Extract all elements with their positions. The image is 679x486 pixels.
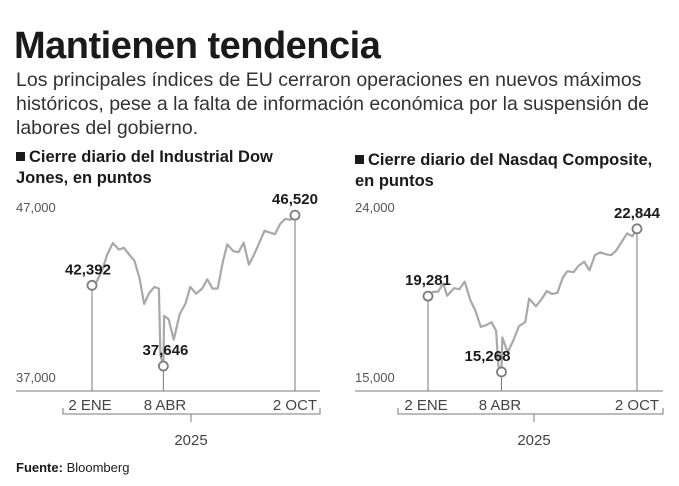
dow-year-label: 2025: [174, 432, 207, 449]
dow-x-tick-label: 2 OCT: [273, 397, 317, 414]
nasdaq-annotation-label: 22,844: [614, 205, 661, 222]
nasdaq-year-bracket: [397, 408, 664, 422]
dow-annotation-marker: [86, 279, 98, 291]
dow-series-line: [91, 214, 296, 368]
dow-y-tick-bottom: 37,000: [16, 370, 56, 385]
dow-annotation-marker: [157, 360, 169, 372]
nasdaq-x-tick-label: 8 ABR: [479, 397, 522, 414]
nasdaq-annotation-marker: [496, 366, 507, 378]
nasdaq-annotation-marker: [422, 290, 434, 302]
dow-x-tick-label: 8 ABR: [144, 397, 187, 414]
square-bullet-icon: [16, 152, 25, 161]
nasdaq-chart-title: Cierre diario del Nasdaq Composite, en p…: [355, 150, 675, 192]
nasdaq-annotation-marker: [631, 223, 643, 235]
nasdaq-x-tick-label: 2 OCT: [615, 397, 659, 414]
dow-chart-title-text: Cierre diario del Industrial Dow Jones, …: [16, 148, 273, 187]
page-subtitle: Los principales índices de EU cerraron o…: [16, 69, 650, 139]
nasdaq-chart-title-text: Cierre diario del Nasdaq Composite, en p…: [355, 151, 653, 190]
nasdaq-annotation-label: 19,281: [405, 272, 451, 289]
nasdaq-y-tick-bottom: 15,000: [355, 370, 395, 385]
dow-annotation-label: 37,646: [142, 342, 188, 359]
dow-annotation-label: 46,520: [272, 191, 318, 208]
dow-x-tick-label: 2 ENE: [68, 397, 111, 414]
dow-y-tick-top: 47,000: [16, 200, 56, 215]
nasdaq-y-tick-top: 24,000: [355, 200, 395, 215]
nasdaq-year-label: 2025: [517, 432, 550, 449]
nasdaq-annotation-label: 15,268: [465, 348, 511, 365]
dow-chart-title: Cierre diario del Industrial Dow Jones, …: [16, 147, 316, 189]
nasdaq-x-tick-label: 2 ENE: [404, 397, 447, 414]
nasdaq-series-line: [427, 228, 638, 373]
source-value: Bloomberg: [66, 460, 130, 475]
dow-annotation-marker: [289, 209, 301, 221]
dow-annotation-label: 42,392: [65, 261, 111, 278]
source-label: Fuente:: [16, 460, 63, 475]
source-note: Fuente: Bloomberg: [16, 460, 129, 475]
dow-year-bracket: [62, 408, 321, 422]
page-title: Mantienen tendencia: [14, 25, 381, 67]
square-bullet-icon: [355, 155, 364, 164]
